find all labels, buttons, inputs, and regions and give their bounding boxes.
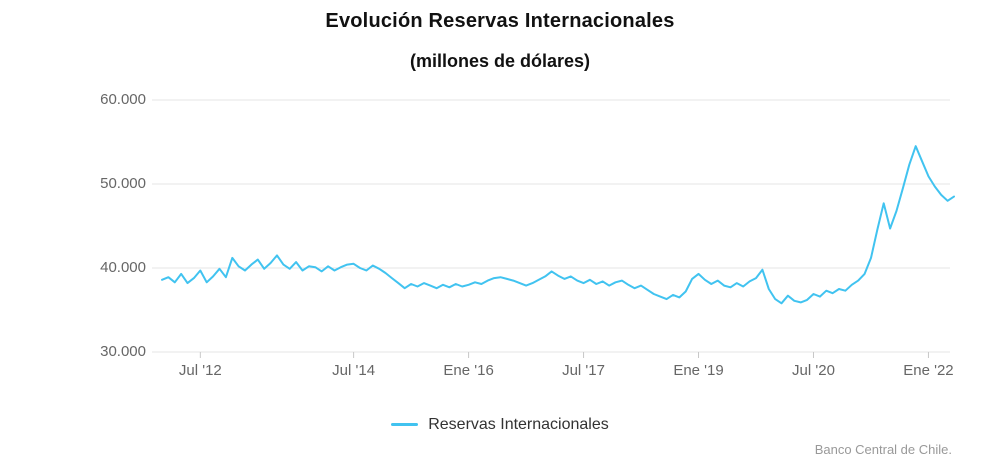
series-line-reservas-internacionales[interactable] (161, 145, 955, 305)
x-tick-label-jul-14: Jul '14 (332, 362, 376, 379)
legend: Reservas Internacionales (0, 413, 1000, 434)
credit-text: Banco Central de Chile. (814, 442, 952, 457)
x-tick-label-ene-22: Ene '22 (903, 362, 954, 379)
y-tick-label-60000: 60.000 (100, 91, 146, 108)
x-tick-label-jul-17: Jul '17 (562, 362, 605, 379)
legend-item-reservas[interactable]: Reservas Internacionales (391, 416, 609, 434)
y-tick-label-40000: 40.000 (100, 259, 146, 276)
chart-subtitle: (millones de dólares) (409, 51, 591, 71)
legend-line-swatch (391, 423, 419, 426)
chart-title: Evolución Reservas Internacionales (325, 10, 675, 32)
x-tick-label-ene-19: Ene '19 (673, 362, 724, 379)
legend-label: Reservas Internacionales (428, 415, 609, 433)
y-tick-label-50000: 50.000 (100, 175, 146, 192)
x-tick-label-jul-20: Jul '20 (792, 362, 835, 379)
x-tick-label-jul-12: Jul '12 (178, 362, 222, 379)
x-tick-label-ene-16: Ene '16 (443, 362, 494, 379)
y-tick-label-30000: 30.000 (100, 343, 146, 360)
